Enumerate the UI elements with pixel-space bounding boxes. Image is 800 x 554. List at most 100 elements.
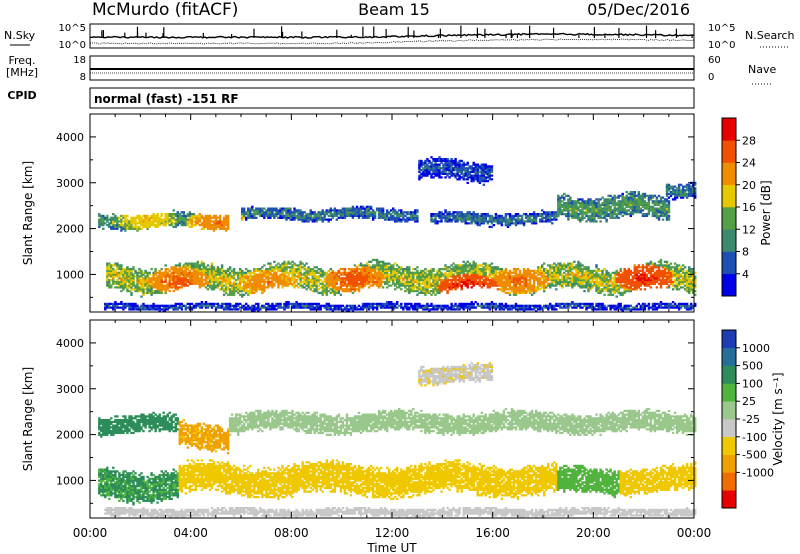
power-cell (226, 222, 230, 225)
power-cell (106, 216, 109, 219)
power-cell (251, 205, 254, 208)
power-cell (124, 227, 127, 230)
power-cell (124, 286, 127, 289)
power-cell (518, 218, 522, 221)
power-cell (122, 275, 125, 278)
power-cell (255, 216, 258, 219)
power-cell (565, 194, 568, 197)
power-cell (102, 224, 105, 227)
power-cell (114, 227, 117, 230)
power-cell (430, 302, 433, 306)
power-cell (164, 291, 167, 295)
power-cell (128, 282, 131, 285)
power-cell (108, 304, 111, 307)
power-cell (228, 302, 232, 306)
power-cell (220, 264, 224, 267)
power-cell (168, 275, 171, 278)
power-cell (172, 214, 175, 218)
power-cell (108, 269, 111, 273)
power-cell (160, 222, 163, 225)
power-cell (367, 277, 371, 280)
power-cell (124, 269, 127, 273)
power-cell (150, 280, 153, 284)
power-cell (110, 220, 113, 223)
power-cell (132, 288, 135, 291)
power-cell (148, 220, 151, 223)
power-cell (164, 280, 167, 284)
power-cell (150, 214, 153, 218)
power-cell (132, 268, 135, 271)
power-cell (186, 284, 190, 287)
power-cell (108, 222, 111, 225)
power-cell (142, 277, 145, 280)
power-cell (120, 266, 123, 269)
power-cell (154, 284, 157, 287)
power-cell (128, 227, 131, 230)
power-cell (134, 224, 137, 227)
power-cell (534, 286, 538, 289)
power-cell (158, 279, 161, 282)
power-cell (500, 214, 504, 218)
power-cell (154, 225, 157, 229)
power-cell (138, 269, 141, 273)
power-cell (202, 216, 206, 219)
power-cell (466, 181, 469, 185)
power-cell (458, 304, 461, 307)
power-cell (132, 302, 135, 306)
power-cell (166, 308, 169, 311)
power-cell (357, 288, 361, 291)
power-cell (128, 277, 131, 280)
power-cell (146, 290, 149, 293)
power-cell (116, 302, 119, 306)
power-cell (146, 288, 149, 291)
power-cell (144, 214, 147, 218)
power-cell (114, 225, 117, 229)
power-cell (247, 216, 250, 219)
power-cell (202, 227, 206, 230)
power-cell (130, 293, 133, 296)
power-cell (124, 220, 127, 223)
power-cell (124, 304, 127, 307)
power-cell (144, 288, 147, 291)
power-cell (106, 282, 109, 285)
power-cell (414, 268, 417, 271)
power-cell (154, 290, 157, 293)
power-cell (337, 277, 341, 280)
power-cell (518, 288, 522, 291)
power-cell (136, 227, 139, 230)
power-cell (126, 280, 129, 284)
power-cell (132, 216, 135, 219)
power-cell (202, 262, 206, 265)
power-cell (142, 225, 145, 229)
power-cell (142, 286, 145, 289)
power-cell (130, 273, 133, 276)
power-cell (162, 220, 165, 223)
power-cell (148, 290, 151, 293)
power-cell (214, 214, 218, 218)
power-cell (164, 264, 167, 267)
power-cell (206, 288, 210, 291)
freq-tick-bottom: 8 (80, 72, 86, 83)
power-cell (277, 216, 280, 219)
power-cell (416, 209, 419, 212)
power-cell (108, 286, 111, 289)
power-cell (383, 280, 387, 284)
power-cell (261, 266, 264, 269)
power-cell (367, 271, 371, 274)
power-cell (140, 269, 143, 273)
power-cell (172, 275, 175, 278)
power-cell (337, 216, 341, 219)
power-cell (186, 279, 190, 282)
power-cell (170, 277, 173, 280)
power-cell (549, 266, 552, 269)
power-cell (176, 220, 180, 223)
power-cell (134, 288, 137, 291)
power-cell (148, 282, 151, 285)
power-cell (323, 216, 326, 219)
power-cell (287, 304, 290, 307)
power-cell (122, 269, 125, 273)
power-cell (430, 293, 433, 296)
power-cell (146, 216, 149, 219)
power-cell (539, 288, 542, 291)
power-cell (549, 264, 552, 267)
